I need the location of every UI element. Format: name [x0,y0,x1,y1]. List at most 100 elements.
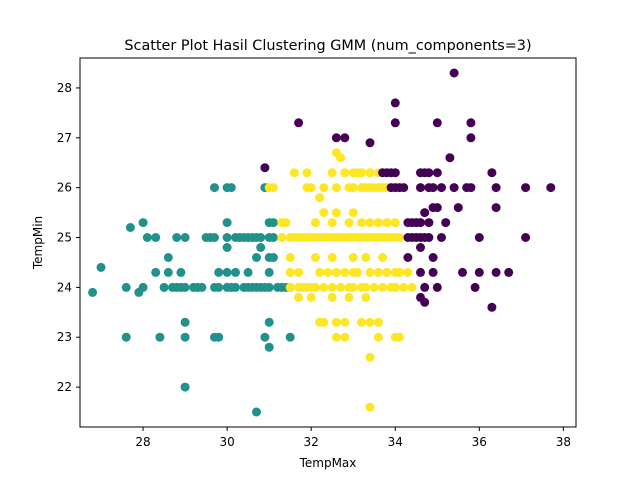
data-point [323,267,333,277]
data-point [504,267,514,277]
data-point [487,168,497,178]
data-point [432,118,442,128]
data-point [285,282,295,292]
data-point [302,168,312,178]
data-point [285,332,295,342]
data-point [420,208,430,218]
data-point [491,183,501,193]
data-point [315,267,325,277]
data-point [361,253,371,262]
data-point [331,183,341,193]
data-point [390,282,400,292]
data-point [449,68,459,78]
data-point [395,233,404,242]
data-point [319,282,329,292]
data-point [432,168,442,178]
data-point [357,168,367,178]
data-point [289,168,299,178]
data-point [378,253,388,262]
y-tick-label: 27 [57,131,72,145]
data-point [390,218,400,228]
data-point [180,233,190,242]
data-point [466,183,476,193]
data-point [340,317,350,327]
y-tick-label: 26 [57,181,72,195]
data-point [348,208,358,218]
data-point [466,133,476,143]
data-point [344,292,354,302]
data-point [369,282,379,292]
data-point [474,267,484,277]
y-tick-label: 24 [57,280,72,294]
data-point [180,332,190,342]
data-point [231,282,240,292]
data-point [294,292,304,302]
data-point [373,267,383,277]
data-point [264,267,274,277]
data-point [331,133,341,143]
x-axis: 28 30 32 34 36 38 [135,427,571,449]
x-tick-label: 36 [472,435,487,449]
data-point [428,183,438,193]
data-point [222,243,232,252]
data-point [424,168,434,178]
data-point [327,168,337,178]
data-point [382,267,392,277]
data-point [210,183,219,193]
data-point [319,208,329,218]
data-point [373,317,383,327]
data-point [264,342,274,352]
data-point [180,317,190,327]
data-point [357,317,367,327]
chart-title: Scatter Plot Hasil Clustering GMM (num_c… [124,38,531,54]
data-point [373,218,383,228]
data-point [88,287,98,297]
data-point [264,317,274,327]
data-point [151,233,161,242]
data-point [390,118,400,128]
data-point [340,133,350,143]
x-tick-label: 38 [556,435,571,449]
y-axis-label: TempMin [31,216,45,270]
data-point [428,267,438,277]
data-point [159,282,169,292]
data-point [344,218,354,228]
points-layer [88,68,556,417]
data-point [281,218,291,228]
data-point [357,218,367,228]
data-point [348,282,358,292]
y-tick-label: 23 [57,330,72,344]
data-point [268,183,278,193]
data-point [432,282,442,292]
data-point [214,267,224,277]
data-point [340,267,350,277]
data-point [403,253,413,262]
data-point [294,267,304,277]
data-point [331,267,341,277]
data-point [256,243,266,252]
data-point [331,208,341,218]
data-point [138,282,148,292]
y-tick-label: 28 [57,81,72,95]
data-point [180,382,190,392]
data-point [260,332,270,342]
data-point [340,332,350,342]
data-point [327,292,337,302]
data-point [319,317,329,327]
data-point [260,163,270,173]
data-point [416,183,425,193]
data-point [365,168,375,178]
data-point [378,282,388,292]
data-point [327,218,337,228]
data-point [277,233,287,242]
data-point [315,193,325,203]
data-point [390,98,400,108]
data-point [474,233,484,242]
data-point [231,267,240,277]
data-point [214,282,224,292]
data-point [420,297,430,307]
data-point [416,218,425,228]
y-tick-label: 22 [57,380,72,394]
x-tick-label: 30 [219,435,234,449]
data-point [453,203,463,213]
